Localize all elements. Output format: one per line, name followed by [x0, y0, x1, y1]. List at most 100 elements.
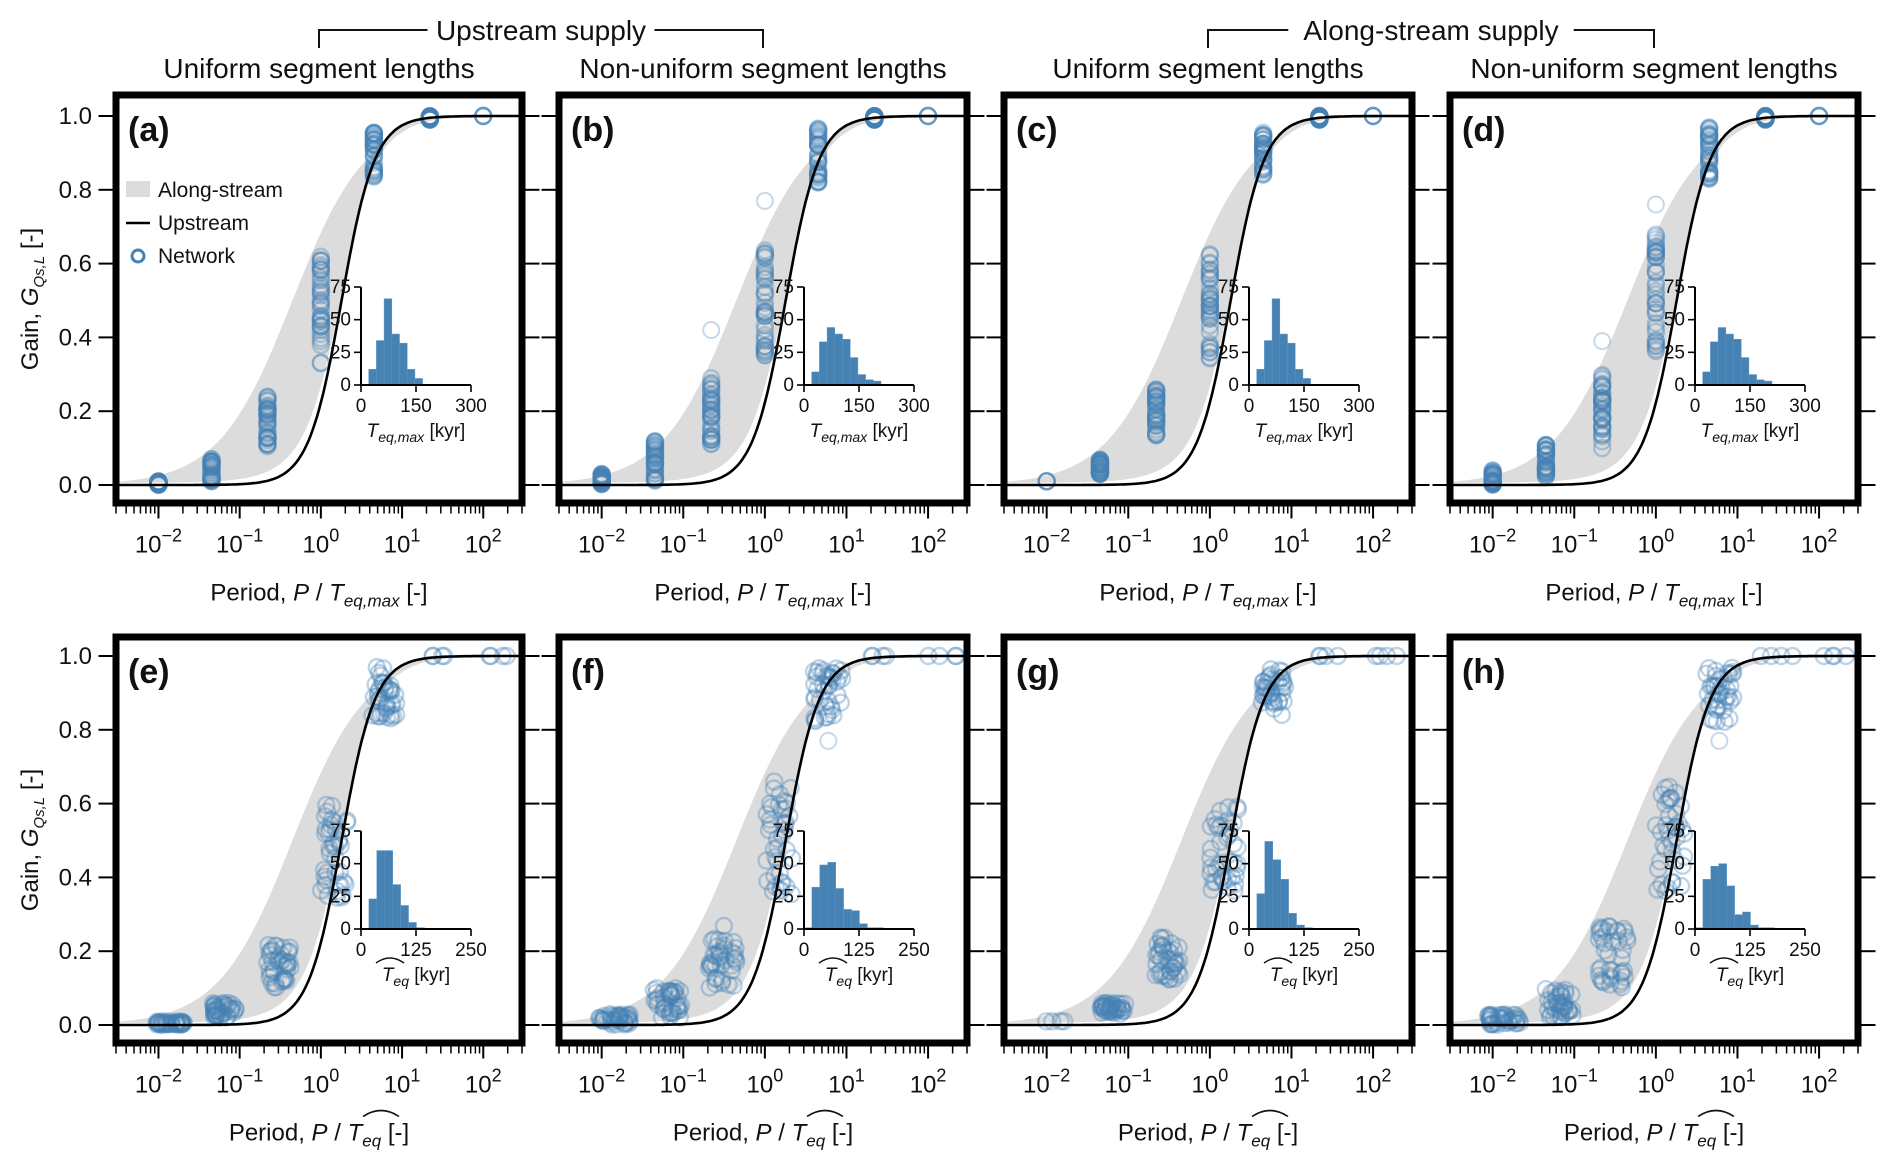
network-point [828, 685, 847, 705]
network-point [1646, 256, 1666, 275]
network-point [1648, 859, 1668, 879]
network-point [592, 472, 611, 491]
histogram-bar [1734, 914, 1743, 930]
x-tick-exponent: 2 [936, 1066, 946, 1086]
network-point [276, 969, 295, 989]
network-point [172, 1012, 191, 1031]
network-point [311, 309, 331, 329]
inset-y-tick-label: 75 [1664, 821, 1685, 842]
network-point [592, 473, 611, 492]
network-point [755, 342, 775, 362]
network-point-outlier [755, 191, 774, 210]
network-point [1092, 1003, 1112, 1022]
x-tick-label: 10−1 [216, 526, 263, 559]
network-point [662, 999, 682, 1018]
network-point [777, 840, 796, 860]
network-point [592, 469, 611, 488]
network-point [1536, 436, 1556, 455]
plot-area [559, 106, 967, 494]
inset-y-tick-label: 25 [1218, 342, 1239, 363]
network-point [706, 955, 725, 974]
network-point [149, 472, 168, 491]
network-point [261, 941, 281, 960]
network-point [1613, 940, 1632, 960]
network-point [645, 454, 665, 473]
network-point [1719, 687, 1738, 706]
network-point [322, 810, 342, 830]
network-point [1094, 996, 1113, 1015]
network-point [279, 942, 299, 961]
network-point [149, 473, 168, 492]
network-point [1147, 945, 1166, 965]
x-title-var: P [737, 580, 753, 607]
hat-accent [1697, 1109, 1735, 1118]
x-tick-label: 101 [1719, 1066, 1756, 1099]
network-point [644, 980, 664, 1000]
network-point [1090, 450, 1110, 469]
network-point [1555, 996, 1574, 1015]
network-point [149, 1012, 168, 1032]
column-title: Uniform segment lengths [163, 53, 474, 84]
network-point [1671, 876, 1691, 896]
network-point [1090, 458, 1110, 478]
x-tick-exponent: −1 [243, 526, 264, 546]
network-point [258, 404, 277, 423]
network-point [1102, 996, 1121, 1016]
network-point [1646, 242, 1666, 261]
network-point [171, 1013, 190, 1032]
y-tick-label: 0.2 [59, 938, 92, 965]
network-point [1157, 949, 1177, 968]
network-point [332, 888, 351, 907]
network-point [1552, 986, 1572, 1006]
network-point [1090, 463, 1110, 482]
plot-area [1004, 106, 1412, 491]
network-point [702, 419, 721, 439]
inset-hat-accent [375, 957, 405, 964]
network-point-outlier [702, 321, 721, 340]
network-point [1152, 966, 1171, 986]
network-point [1159, 970, 1179, 989]
x-tick-label: 100 [302, 1066, 339, 1099]
inset-x-tick-label: 0 [799, 940, 810, 961]
inset-x-tick-label: 125 [400, 940, 432, 961]
legend-band-swatch [126, 181, 150, 197]
panel-label: (h) [1462, 653, 1505, 691]
inset-y-tick-label: 0 [1674, 919, 1685, 940]
network-point [1090, 458, 1110, 477]
x-tick-base: 10 [384, 532, 411, 559]
network-point [714, 936, 734, 955]
network-point-outlier [819, 731, 838, 750]
inset-x-title: Teq [kyr] [1270, 965, 1338, 989]
network-point [320, 844, 340, 863]
network-point [1483, 461, 1502, 480]
x-title-var: P [756, 1120, 772, 1147]
network-point [1483, 472, 1502, 492]
network-point [373, 673, 393, 693]
network-point [1200, 342, 1220, 362]
x-tick-exponent: 1 [410, 526, 420, 546]
network-point [381, 705, 400, 724]
inset-y-tick-label: 25 [1664, 342, 1685, 363]
network-point [1698, 684, 1718, 704]
network-point [645, 470, 665, 490]
network-point [1483, 465, 1502, 484]
network-point [221, 999, 240, 1018]
network-point [1554, 998, 1574, 1018]
network-point [755, 283, 775, 303]
network-point [1483, 462, 1502, 481]
network-point [1546, 999, 1565, 1019]
network-point [206, 1006, 225, 1025]
network-point [202, 452, 221, 471]
network-point [149, 473, 168, 492]
network-point [1483, 464, 1502, 483]
inset-y-tick-label: 75 [773, 277, 794, 298]
x-tick-base: 10 [465, 1072, 492, 1099]
inset-y-tick-label: 50 [773, 854, 794, 875]
network-point [764, 839, 784, 859]
network-point [1506, 1013, 1526, 1033]
network-point [1200, 254, 1220, 273]
y-title-var: G [17, 287, 44, 306]
histogram-bar [843, 909, 852, 930]
network-point [1482, 1005, 1501, 1025]
